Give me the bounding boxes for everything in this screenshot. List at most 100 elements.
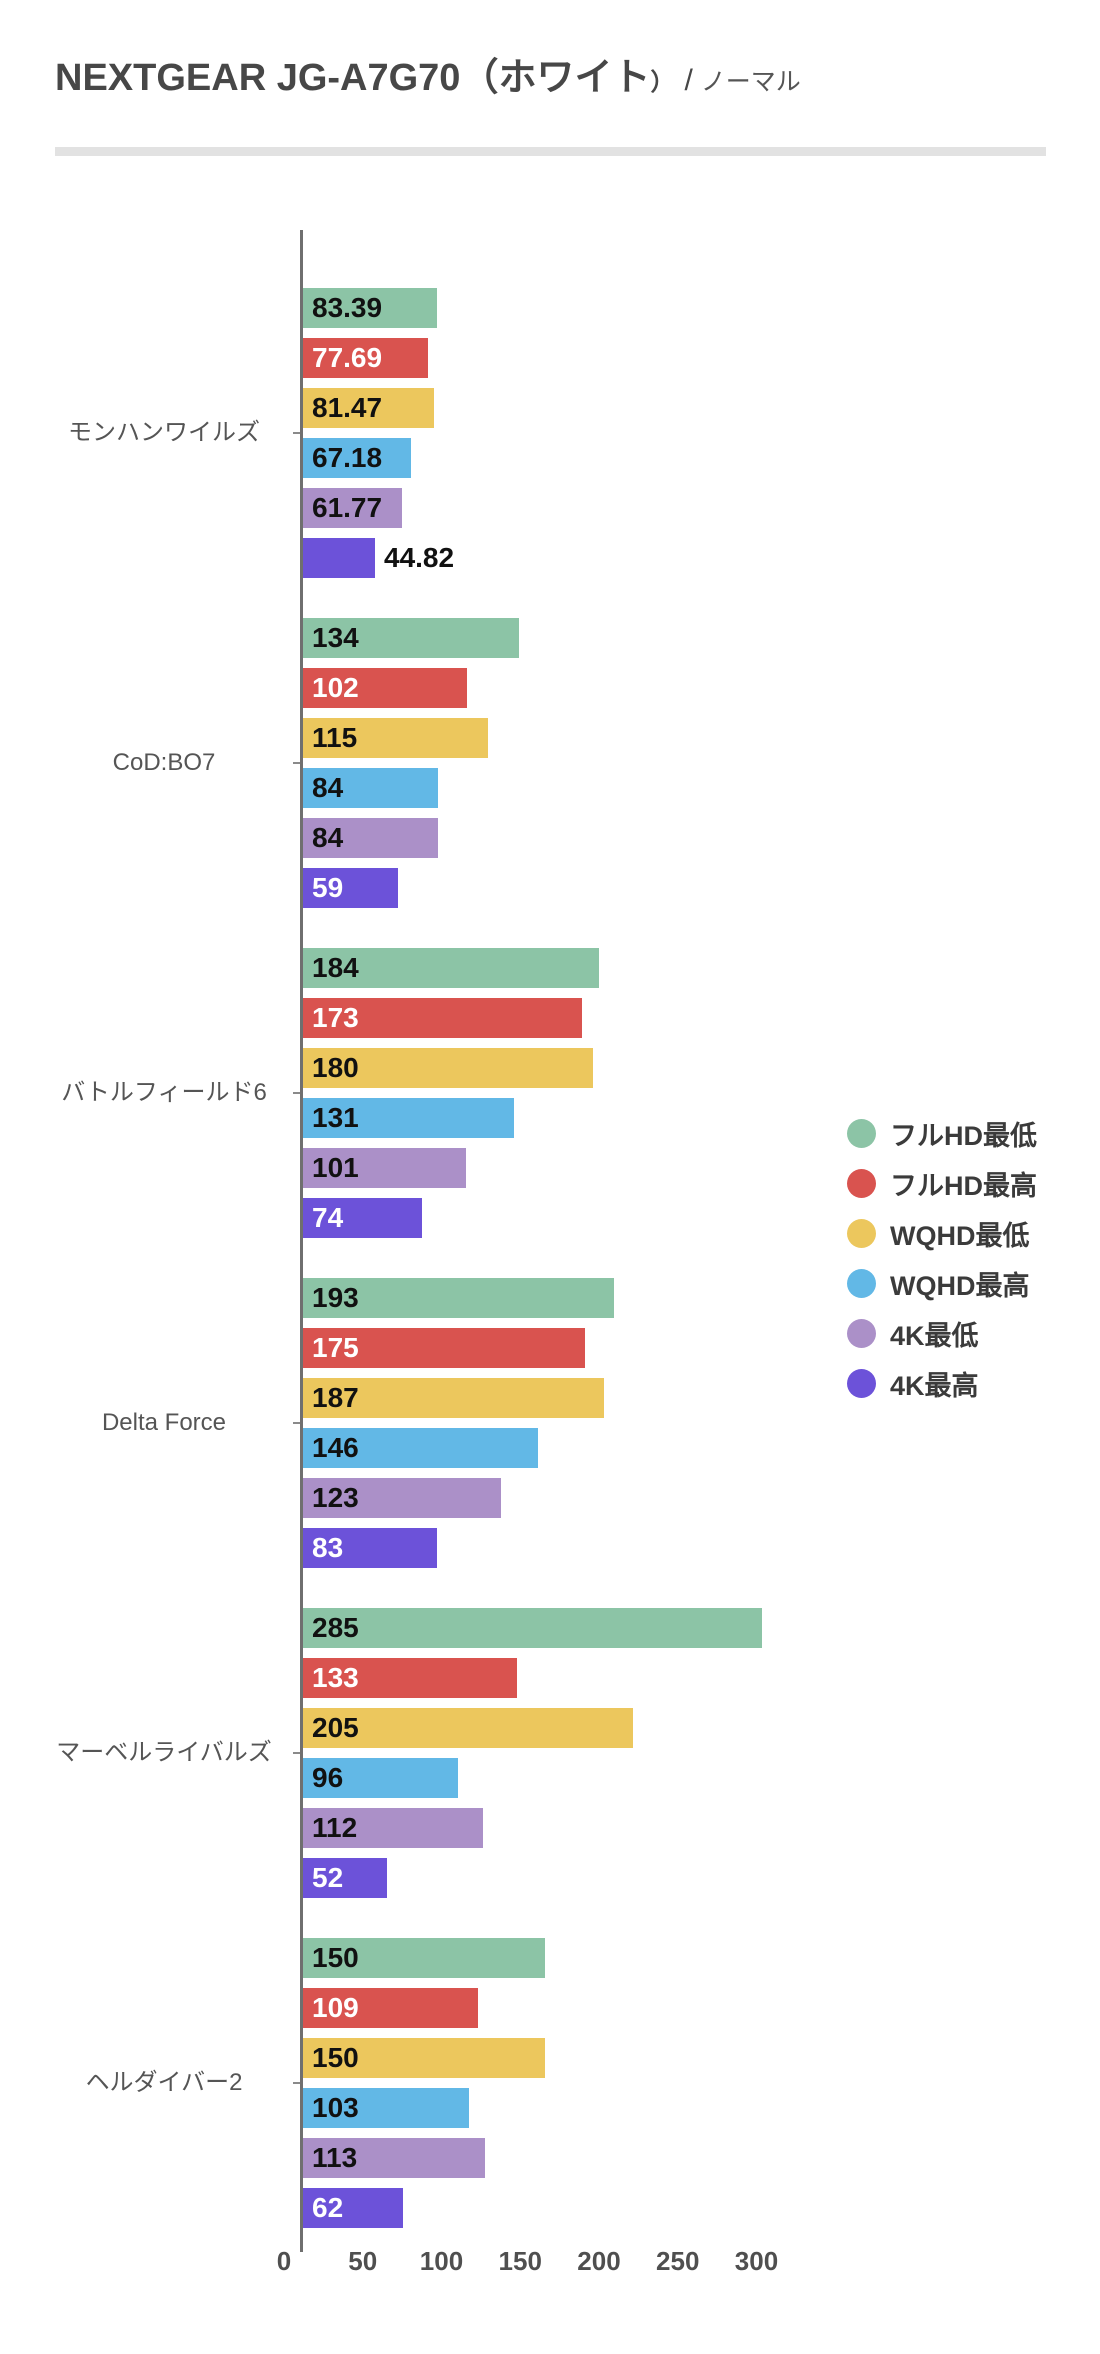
x-axis-tick-label: 150 [498, 2246, 542, 2276]
category-tick-mark [293, 1422, 300, 1424]
bar-value-label: 102 [312, 672, 359, 703]
bar [303, 1278, 614, 1318]
bar-value-label: 81.47 [312, 392, 383, 423]
legend-label: WQHD最高 [890, 1270, 1030, 1301]
bar-value-label: 84 [312, 772, 344, 803]
bar-value-label: 44.82 [384, 542, 455, 573]
legend-color-dot [847, 1118, 876, 1148]
legend-color-dot [847, 1268, 876, 1298]
x-axis-tick-label: 250 [656, 2246, 700, 2276]
bar [303, 1808, 483, 1848]
bar-value-label: 96 [312, 1762, 344, 1793]
bar [303, 538, 375, 578]
bar-value-label: 101 [312, 1152, 359, 1183]
bar [303, 1378, 604, 1418]
category-tick-mark [293, 432, 300, 434]
bar-value-label: 83.39 [312, 292, 383, 323]
bar-value-label: 74 [312, 1202, 344, 1233]
bar [303, 868, 398, 908]
bar [303, 768, 438, 808]
bar-value-label: 61.77 [312, 492, 383, 523]
bar [303, 1658, 517, 1698]
bar [303, 1608, 762, 1648]
x-axis-tick-label: 300 [734, 2246, 779, 2276]
category-label: モンハンワイルズ [68, 419, 260, 446]
bar [303, 718, 488, 758]
legend-color-dot [847, 1218, 876, 1248]
bar [303, 2188, 403, 2228]
bar-value-label: 150 [312, 1942, 359, 1973]
legend-color-dot [847, 1318, 876, 1348]
bar-value-label: 103 [312, 2092, 359, 2123]
legend-label: WQHD最低 [890, 1220, 1030, 1251]
bar [303, 338, 428, 378]
legend-color-dot [847, 1368, 876, 1398]
bar [303, 438, 411, 478]
bar-value-label: 112 [312, 1812, 358, 1843]
bar [303, 388, 434, 428]
bar [303, 1858, 387, 1898]
title-slash: / [684, 64, 693, 97]
legend-label: フルHD最低 [890, 1120, 1037, 1151]
legend-item: 4K最低 [847, 1308, 979, 1358]
bar [303, 818, 438, 858]
category-tick-mark [293, 762, 300, 764]
bar-value-label: 173 [312, 1002, 359, 1033]
legend-item: フルHD最低 [847, 1108, 1037, 1158]
bar [303, 668, 467, 708]
bar [303, 1708, 633, 1748]
legend-item: 4K最高 [847, 1358, 979, 1408]
category-tick-mark [293, 2082, 300, 2084]
bar-value-label: 115 [312, 722, 358, 753]
bar-value-label: 52 [312, 1862, 344, 1893]
bar-value-label: 59 [312, 872, 344, 903]
bar [303, 2088, 469, 2128]
x-axis-tick-label: 50 [348, 2246, 378, 2276]
bar [303, 288, 437, 328]
category-label: ヘルダイバー2 [85, 2069, 243, 2096]
title-underline [55, 147, 1046, 156]
title-subtitle: ノーマル [700, 68, 801, 96]
bar-value-label: 175 [312, 1332, 359, 1363]
bar-value-label: 184 [312, 952, 359, 983]
bar-value-label: 150 [312, 2042, 359, 2073]
legend-color-dot [847, 1168, 876, 1198]
bar-value-label: 205 [312, 1712, 359, 1743]
bar-value-label: 62 [312, 2192, 344, 2223]
legend-label: フルHD最高 [890, 1170, 1037, 1201]
bar-value-label: 134 [312, 622, 359, 653]
bar [303, 948, 599, 988]
bar [303, 1428, 538, 1468]
category-label: マーベルライバルズ [56, 1739, 272, 1766]
bar [303, 998, 582, 1038]
bar-value-label: 84 [312, 822, 344, 853]
category-label: バトルフィールド6 [61, 1079, 267, 1106]
bar [303, 1148, 466, 1188]
bar-value-label: 285 [312, 1612, 359, 1643]
legend-label: 4K最高 [890, 1370, 979, 1401]
x-axis-tick-label: 100 [419, 2246, 464, 2276]
legend-item: WQHD最低 [847, 1208, 1029, 1258]
bar [303, 1528, 437, 1568]
legend-item: フルHD最高 [847, 1158, 1037, 1208]
bar [303, 1198, 422, 1238]
bar-value-label: 146 [312, 1432, 359, 1463]
bar [303, 1938, 545, 1978]
legend-label: 4K最低 [890, 1320, 979, 1351]
bar [303, 488, 402, 528]
y-axis-line [300, 230, 303, 2252]
title-paren: ） [650, 69, 675, 96]
legend-item: WQHD最高 [847, 1258, 1029, 1308]
bar [303, 618, 519, 658]
title-main: NEXTGEAR JG-A7G70（ホワイト [55, 57, 651, 99]
x-axis-tick-label: 0 [276, 2246, 292, 2276]
bar [303, 1988, 478, 2028]
bar [303, 1478, 501, 1518]
bar-value-label: 131 [312, 1102, 359, 1133]
category-tick-mark [293, 1092, 300, 1094]
category-tick-mark [293, 1752, 300, 1754]
bar-value-label: 77.69 [312, 342, 383, 373]
bar-value-label: 180 [312, 1052, 359, 1083]
page-title: NEXTGEAR JG-A7G70（ホワイト） / ノーマル [55, 50, 801, 111]
